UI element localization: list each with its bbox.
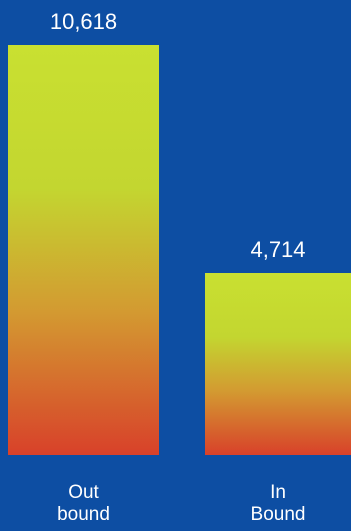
value-label-in-bound: 4,714 xyxy=(250,236,306,262)
category-label-out-bound: Out bound xyxy=(57,482,110,525)
bar-in-bound xyxy=(205,272,351,455)
category-label-in-bound: In Bound xyxy=(250,482,306,525)
value-label-out-bound: 10,618 xyxy=(49,9,118,34)
bar-out-bound xyxy=(8,45,159,455)
